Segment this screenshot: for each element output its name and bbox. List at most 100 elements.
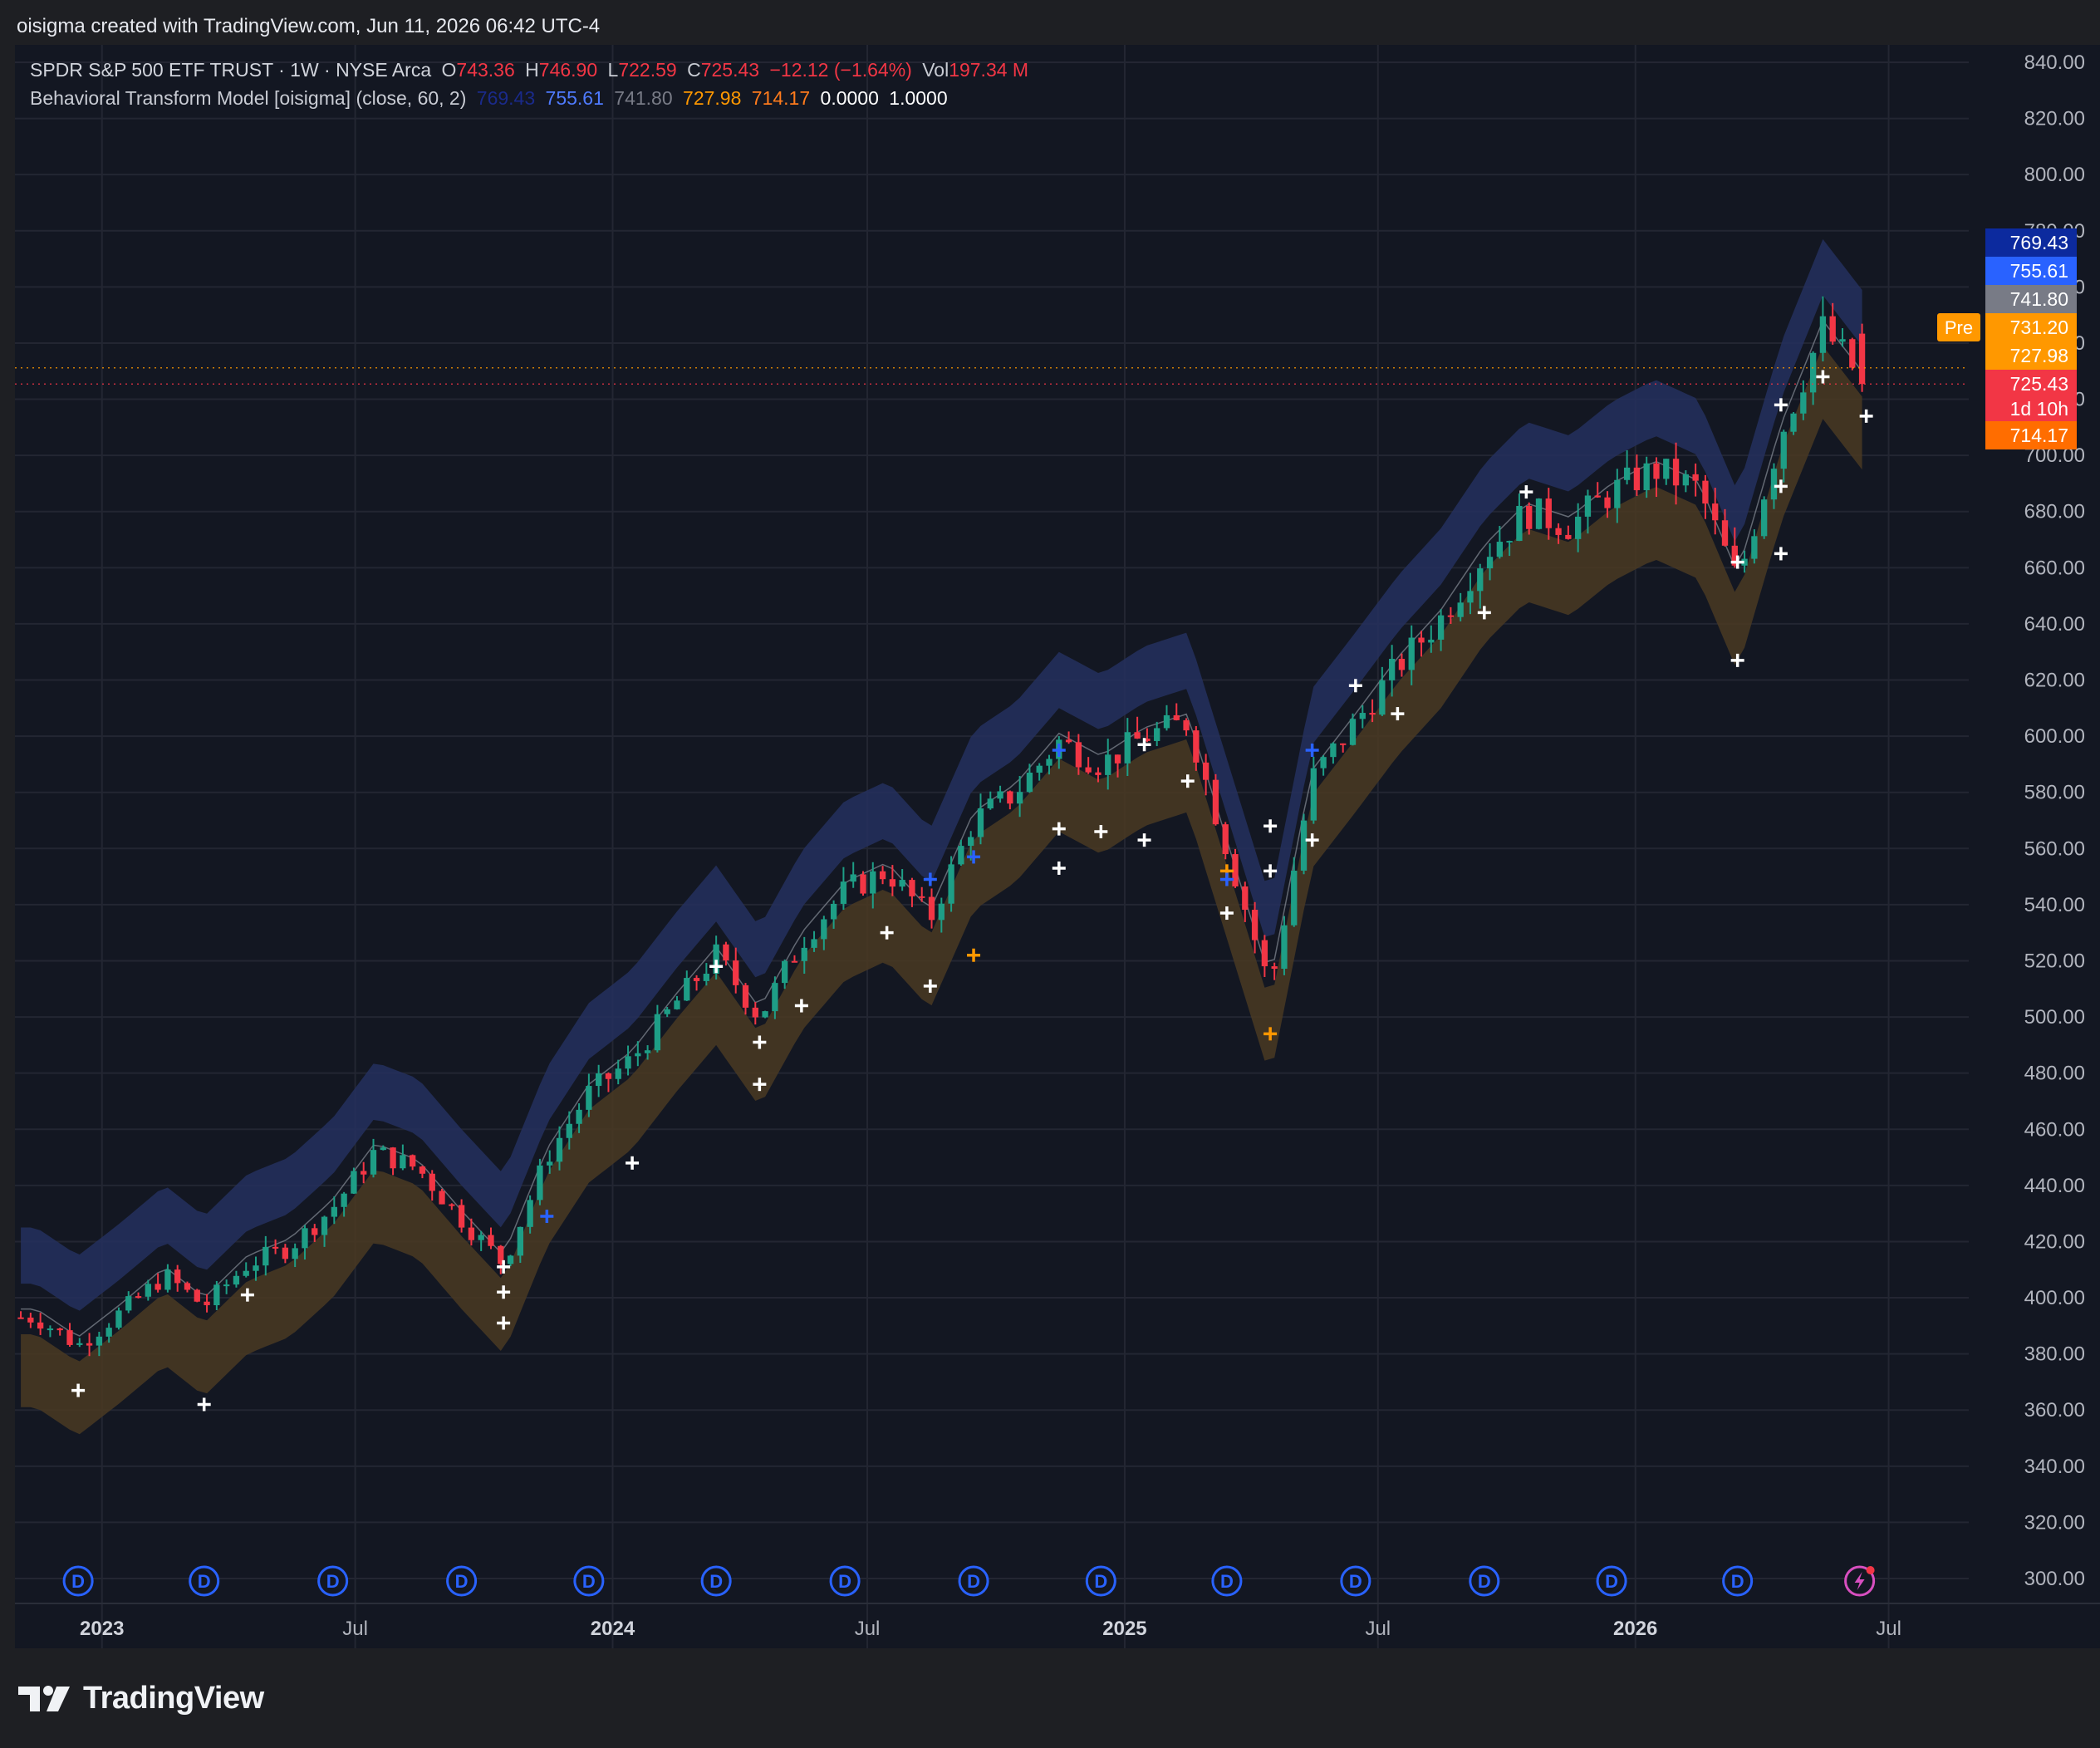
dividend-event-icon[interactable]: D (317, 1565, 349, 1597)
candle-body (909, 880, 915, 896)
signal-marker-plus (497, 1316, 511, 1330)
candle-body (576, 1109, 582, 1124)
candle-body (488, 1235, 494, 1246)
candle-body (840, 881, 847, 904)
candle-body (1663, 459, 1670, 479)
candle-body (498, 1245, 504, 1264)
candle-body (1486, 557, 1494, 569)
price-label[interactable]: 755.61 (1985, 257, 2077, 285)
dividend-event-icon[interactable]: D (1469, 1565, 1500, 1597)
price-label-text: 727.98 (2010, 345, 2068, 366)
candle-body (1026, 773, 1033, 793)
dividend-circle (1596, 1565, 1627, 1597)
low-label: L (607, 59, 619, 81)
signal-marker-plus (1094, 825, 1108, 839)
candle-body (1614, 479, 1621, 508)
dividend-event-icon[interactable]: D (62, 1565, 94, 1597)
candle-body (1124, 732, 1131, 764)
price-label[interactable]: 731.20 Pre (1937, 313, 2077, 341)
price-label[interactable]: 769.43 (1985, 228, 2077, 257)
dividend-event-icon[interactable]: D (1211, 1565, 1243, 1597)
candle-body (948, 864, 954, 904)
dividend-event-icon[interactable]: D (1085, 1565, 1116, 1597)
legend-indicator-line[interactable]: Behavioral Transform Model [oisigma] (cl… (30, 85, 953, 111)
candle-body (125, 1296, 132, 1311)
lower-band (21, 346, 1862, 1435)
candle-body (938, 903, 945, 921)
dividend-circle (1722, 1565, 1754, 1597)
candle-body (409, 1155, 416, 1167)
signal-marker-plus (794, 999, 808, 1013)
candle-body (27, 1317, 34, 1323)
candle-body (56, 1328, 63, 1331)
dividend-event-icon[interactable]: D (958, 1565, 989, 1597)
candle-body (801, 947, 807, 961)
y-tick-label: 460.00 (2024, 1118, 2085, 1141)
y-tick-label: 440.00 (2024, 1175, 2085, 1197)
candle-body (1232, 854, 1239, 886)
dividend-event-icon[interactable]: D (829, 1565, 861, 1597)
legend-symbol-line[interactable]: SPDR S&P 500 ETF TRUST · 1W · NYSE Arca … (30, 56, 1033, 83)
dividend-event-icon[interactable]: D (700, 1565, 732, 1597)
indicator-value-5: 714.17 (751, 87, 811, 109)
signal-marker-plus (1180, 774, 1195, 788)
volume-label: Vol (922, 59, 949, 81)
candle-body (105, 1328, 112, 1337)
dividend-event-icon[interactable]: D (1596, 1565, 1627, 1597)
basis-line (21, 319, 1863, 1337)
x-tick-label: Jul (855, 1618, 881, 1640)
price-label-bg (1985, 257, 2077, 285)
dividend-letter: D (1220, 1571, 1234, 1592)
price-label[interactable]: 714.17 (1985, 421, 2077, 449)
x-tick-label: 2026 (1613, 1618, 1657, 1640)
dividend-letter: D (1731, 1571, 1744, 1592)
price-label[interactable]: 741.80 (1985, 285, 2077, 313)
price-label-text: 714.17 (2010, 425, 2068, 446)
candle-body (419, 1166, 426, 1174)
dividend-circle (446, 1565, 478, 1597)
candle-body (1388, 658, 1396, 680)
tradingview-logo[interactable]: TradingView (18, 1677, 264, 1720)
dividend-event-icon[interactable]: D (1722, 1565, 1754, 1597)
candle-body (1604, 497, 1611, 508)
candle-body (1712, 503, 1719, 521)
signal-marker-plus (1263, 864, 1278, 878)
candle-body (1320, 757, 1327, 768)
signal-marker-plus (1774, 547, 1788, 561)
price-label[interactable]: 727.98 (1985, 341, 2077, 370)
candle-body (1692, 474, 1699, 481)
earnings-flash-icon[interactable] (1844, 1565, 1876, 1597)
candle-body (527, 1200, 533, 1227)
candle-body (184, 1283, 191, 1290)
candle-body (1173, 714, 1180, 720)
dividend-circle (958, 1565, 989, 1597)
signal-markers (71, 370, 1873, 1412)
y-tick-label: 640.00 (2024, 613, 2085, 636)
candle-body (1114, 754, 1121, 764)
dividend-event-icon[interactable]: D (446, 1565, 478, 1597)
candle-body (1770, 469, 1778, 500)
low-value: 722.59 (618, 59, 677, 81)
candle-body (1672, 459, 1680, 486)
candle-body (341, 1193, 347, 1207)
candle-body (1359, 713, 1366, 719)
candle-body (1526, 505, 1533, 529)
signal-marker-plus (1263, 1027, 1278, 1041)
candle-body (517, 1226, 523, 1256)
price-label[interactable]: 725.43 1d 10h (1985, 370, 2077, 423)
indicator-value-2: 755.61 (545, 87, 604, 109)
dividend-event-icon[interactable]: D (1340, 1565, 1371, 1597)
candle-body (958, 846, 964, 865)
candle-body (1682, 474, 1690, 486)
candle-body (380, 1147, 386, 1151)
dividend-circle (1340, 1565, 1371, 1597)
y-tick-label: 560.00 (2024, 837, 2085, 860)
candle-body (723, 944, 729, 961)
y-tick-label: 660.00 (2024, 557, 2085, 579)
dividend-event-icon[interactable]: D (189, 1565, 220, 1597)
x-tick-label: 2024 (591, 1618, 635, 1640)
dividend-letter: D (455, 1571, 469, 1592)
dividend-circle (189, 1565, 220, 1597)
dividend-event-icon[interactable]: D (573, 1565, 605, 1597)
